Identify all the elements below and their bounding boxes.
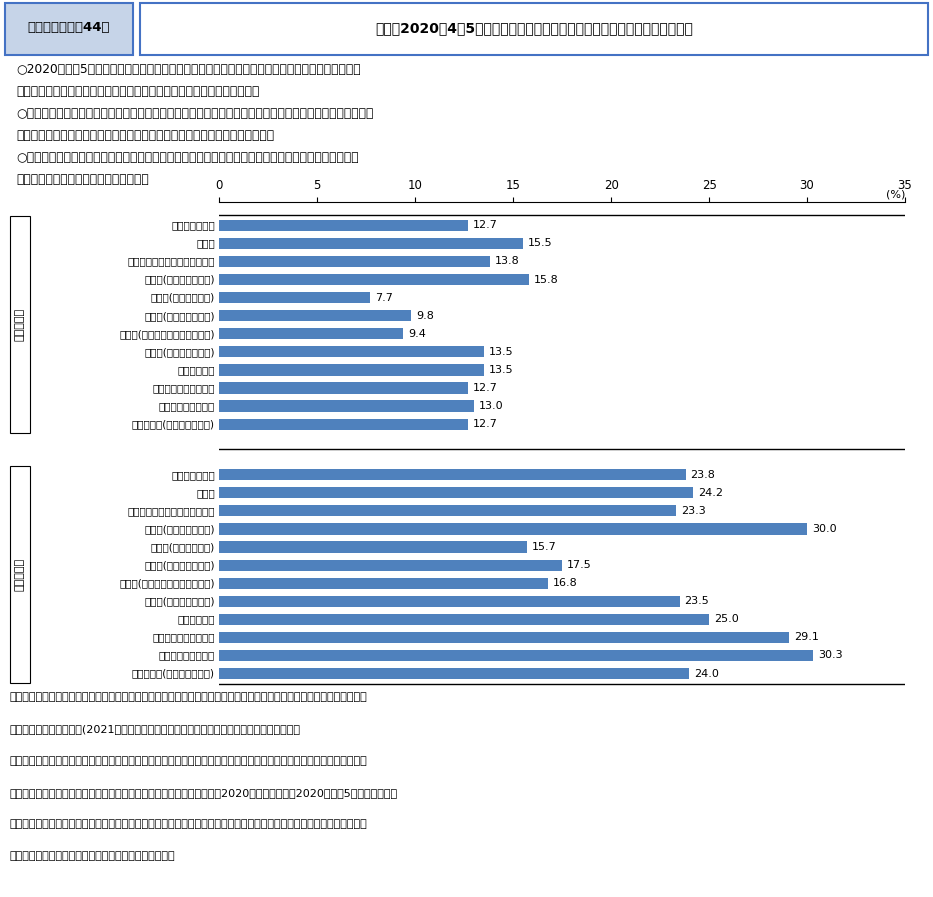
Text: は、肉体的負担よりも精神的負担の方が増大した労働者の割合が高い。: は、肉体的負担よりも精神的負担の方が増大した労働者の割合が高い。 xyxy=(17,84,260,98)
Bar xyxy=(219,419,468,430)
Bar xyxy=(219,631,789,643)
Bar xyxy=(219,614,709,625)
Text: 卸売業(生活必需物資等): 卸売業(生活必需物資等) xyxy=(145,597,215,606)
Text: 13.0: 13.0 xyxy=(479,401,504,411)
Text: 13.8: 13.8 xyxy=(494,257,520,266)
Text: サービス業(廃棄物処理業等): サービス業(廃棄物処理業等) xyxy=(132,419,215,429)
Bar xyxy=(219,578,549,588)
Text: 製造業(生活必需物資等): 製造業(生活必需物資等) xyxy=(145,310,215,321)
Text: から「やや小さい」に変化した場合などを計上。）: から「やや小さい」に変化した場合などを計上。） xyxy=(9,851,175,861)
Bar xyxy=(219,523,807,535)
Text: 銀行・保険業: 銀行・保険業 xyxy=(177,365,215,375)
Text: 15.8: 15.8 xyxy=(534,274,559,284)
Bar xyxy=(219,328,403,339)
Text: ○　精神的負担については、上記の３業種の他に「宿泊・飲食サービス業」「生活関連サービス業」等: ○ 精神的負担については、上記の３業種の他に「宿泊・飲食サービス業」「生活関連サ… xyxy=(17,151,359,164)
Text: 小売業(生活必需物資等): 小売業(生活必需物資等) xyxy=(145,274,215,284)
Text: 医療業: 医療業 xyxy=(196,488,215,498)
Text: 精神的負担: 精神的負担 xyxy=(15,558,25,591)
Bar xyxy=(219,649,813,661)
Bar xyxy=(10,466,30,683)
Bar xyxy=(219,220,468,231)
Bar xyxy=(140,4,928,55)
Text: 社会保険・社会福祉・介護事業: 社会保険・社会福祉・介護事業 xyxy=(128,506,215,516)
Text: 製造業(生活必需物資等): 製造業(生活必需物資等) xyxy=(145,560,215,570)
Text: サービス業(廃棄物処理業等): サービス業(廃棄物処理業等) xyxy=(132,668,215,678)
Text: 13.5: 13.5 xyxy=(489,347,513,357)
Bar xyxy=(219,596,679,607)
Text: 29.1: 29.1 xyxy=(794,632,819,642)
Bar xyxy=(219,274,529,285)
Text: 12.7: 12.7 xyxy=(473,383,498,393)
Text: でも負担が増大した者の割合が高い。: でも負担が増大した者の割合が高い。 xyxy=(17,173,149,186)
Bar xyxy=(219,256,490,267)
Bar xyxy=(10,216,30,433)
Bar xyxy=(219,469,686,481)
Text: ○2020年４～5月に肉体的負担、精神的負担が増大した労働者の割合をみると、分析対象業種計で: ○2020年４～5月に肉体的負担、精神的負担が増大した労働者の割合をみると、分析… xyxy=(17,63,361,75)
Text: 建設業(総合工事業等): 建設業(総合工事業等) xyxy=(150,292,215,302)
Text: 9.8: 9.8 xyxy=(416,310,434,321)
Text: （注）　仕事に対する肉体的・精神的な負担の程度について、時点別に「非常に大きい」「やや大きい」「どちらでもな: （注） 仕事に対する肉体的・精神的な負担の程度について、時点別に「非常に大きい」… xyxy=(9,756,367,766)
Bar xyxy=(219,668,689,679)
Text: 分析対象業種計: 分析対象業種計 xyxy=(171,470,215,480)
Text: 建設業(総合工事業等): 建設業(総合工事業等) xyxy=(150,542,215,552)
Text: 的負担、精神的負担ともに分析対象業種よりも当該割合が高い傾向にある。: 的負担、精神的負担ともに分析対象業種よりも当該割合が高い傾向にある。 xyxy=(17,129,275,142)
Text: 23.8: 23.8 xyxy=(690,470,716,480)
Text: (%): (%) xyxy=(885,189,905,199)
Bar xyxy=(219,487,693,499)
Text: 卸売業(生活必需物資等): 卸売業(生活必需物資等) xyxy=(145,347,215,357)
Text: 生活関連サービス業: 生活関連サービス業 xyxy=(159,401,215,411)
Text: 17.5: 17.5 xyxy=(567,560,592,570)
Text: 16.8: 16.8 xyxy=(553,579,578,588)
Bar xyxy=(219,505,675,517)
Bar xyxy=(5,4,133,55)
Text: 医療業: 医療業 xyxy=(196,239,215,248)
Text: ○　「医療業」「社会保険・社会福祉・介護事業」「小売業（生活必需物資等）」のいずれにおいても肉体: ○ 「医療業」「社会保険・社会福祉・介護事業」「小売業（生活必需物資等）」のいず… xyxy=(17,107,374,120)
Text: 15.5: 15.5 xyxy=(528,239,552,248)
Text: 生活関連サービス業: 生活関連サービス業 xyxy=(159,650,215,660)
Text: 平時と2020年4～5月を比較して負担が増大した労働者の割合（労働者調査）: 平時と2020年4～5月を比較して負担が増大した労働者の割合（労働者調査） xyxy=(375,21,693,35)
Text: 30.0: 30.0 xyxy=(812,524,837,534)
Bar xyxy=(219,238,522,249)
Text: 12.7: 12.7 xyxy=(473,221,498,231)
Text: 運輸業(道路旅客・貨物運送業等): 運輸業(道路旅客・貨物運送業等) xyxy=(119,579,215,588)
Text: 9.4: 9.4 xyxy=(409,329,426,339)
Text: 査（労働者調査）」(2021年）をもとに厚生労働省政策統括官付政策統括室にて独自集計: 査（労働者調査）」(2021年）をもとに厚生労働省政策統括官付政策統括室にて独自… xyxy=(9,724,300,734)
Text: 15.7: 15.7 xyxy=(532,542,556,552)
Text: 7.7: 7.7 xyxy=(375,292,393,302)
Text: 23.3: 23.3 xyxy=(681,506,705,516)
Bar xyxy=(219,382,468,394)
Bar xyxy=(219,542,527,553)
Text: 第２－（１）－44図: 第２－（１）－44図 xyxy=(28,22,110,34)
Text: 12.7: 12.7 xyxy=(473,419,498,429)
Text: 24.2: 24.2 xyxy=(698,488,723,498)
Bar xyxy=(219,292,370,303)
Text: 担が増えた労働者の割合を算出した。（「やや小さい」から「非常に大きい」に変化した場合や、「非常に小さい」: 担が増えた労働者の割合を算出した。（「やや小さい」から「非常に大きい」に変化した… xyxy=(9,819,367,830)
Text: 13.5: 13.5 xyxy=(489,365,513,375)
Text: 小売業(生活必需物資等): 小売業(生活必需物資等) xyxy=(145,524,215,534)
Text: 30.3: 30.3 xyxy=(818,650,842,660)
Text: 運輸業(道路旅客・貨物運送業等): 運輸業(道路旅客・貨物運送業等) xyxy=(119,329,215,339)
Bar xyxy=(219,560,562,570)
Text: 25.0: 25.0 xyxy=(714,614,739,624)
Text: 宿泊・飲食サービス業: 宿泊・飲食サービス業 xyxy=(152,632,215,642)
Bar xyxy=(219,346,483,357)
Bar xyxy=(219,310,411,321)
Text: 宿泊・飲食サービス業: 宿泊・飲食サービス業 xyxy=(152,383,215,393)
Text: 肉体的負担: 肉体的負担 xyxy=(15,309,25,341)
Text: 23.5: 23.5 xyxy=(685,597,709,606)
Bar xyxy=(219,400,474,412)
Bar xyxy=(219,364,483,376)
Text: 24.0: 24.0 xyxy=(694,668,719,678)
Text: 分析対象業種計: 分析対象業種計 xyxy=(171,221,215,231)
Text: 銀行・保険業: 銀行・保険業 xyxy=(177,614,215,624)
Text: い」「やや小さい」「非常に小さい」で得た回答について、平時（2020年１月以前）と2020年４～5月を比較して負: い」「やや小さい」「非常に小さい」で得た回答について、平時（2020年１月以前）… xyxy=(9,788,397,797)
Text: 社会保険・社会福祉・介護事業: 社会保険・社会福祉・介護事業 xyxy=(128,257,215,266)
Text: 資料出所　（独）労働政策研究・研修機構「新型コロナウイルス感染症の感染拡大下における労働者の働き方に関する調: 資料出所 （独）労働政策研究・研修機構「新型コロナウイルス感染症の感染拡大下にお… xyxy=(9,692,367,702)
